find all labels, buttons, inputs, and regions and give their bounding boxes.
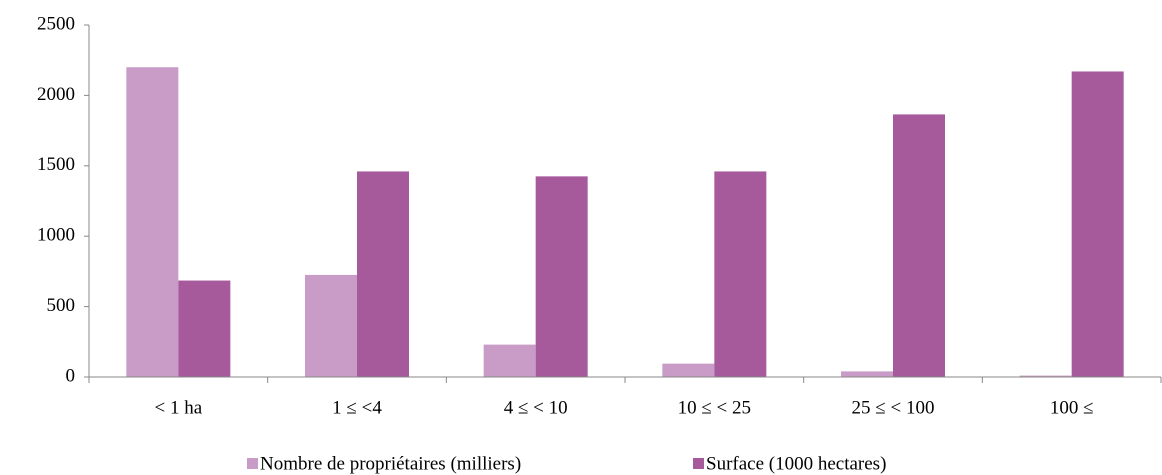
bar xyxy=(178,280,231,377)
x-tick-label: 4 ≤ < 10 xyxy=(504,397,568,418)
y-tick-label: 500 xyxy=(47,295,76,316)
bar xyxy=(535,176,588,377)
legend-swatch xyxy=(693,458,704,469)
x-tick-label: 100 ≤ xyxy=(1050,397,1094,418)
x-tick-label: 10 ≤ < 25 xyxy=(678,397,751,418)
y-tick-label: 0 xyxy=(66,365,76,386)
y-tick-label: 2500 xyxy=(37,13,75,34)
bar xyxy=(714,171,767,377)
bar xyxy=(893,114,945,378)
legend-label: Surface (1000 hectares) xyxy=(706,453,886,474)
y-tick-label: 1000 xyxy=(37,225,75,246)
bar xyxy=(483,344,536,377)
bar xyxy=(1071,71,1124,378)
bar xyxy=(126,67,179,378)
y-tick-label: 1500 xyxy=(37,154,75,175)
bar xyxy=(357,171,409,377)
x-tick-label: < 1 ha xyxy=(155,397,203,418)
bar xyxy=(1019,375,1072,377)
x-tick-label: 1 ≤ <4 xyxy=(332,397,382,418)
legend-label: Nombre de propriétaires (milliers) xyxy=(260,453,521,474)
y-tick-label: 2000 xyxy=(37,84,75,105)
x-tick-label: 25 ≤ < 100 xyxy=(852,397,935,418)
bar xyxy=(662,363,715,377)
bar xyxy=(305,274,357,377)
legend-swatch xyxy=(247,458,258,469)
bar xyxy=(841,371,893,377)
